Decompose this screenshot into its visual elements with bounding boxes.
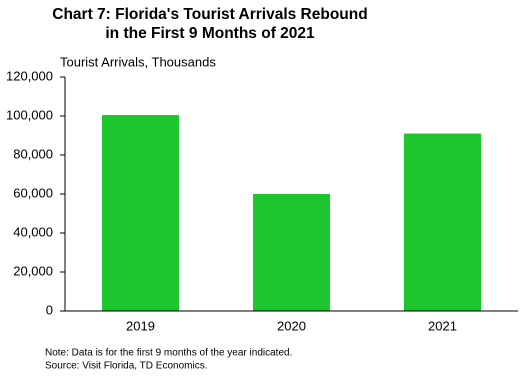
chart-title: Chart 7: Florida's Tourist Arrivals Rebo… — [52, 6, 368, 42]
y-tick-label: 80,000 — [13, 146, 53, 161]
y-tick-label: 100,000 — [6, 107, 53, 122]
bar — [101, 115, 180, 312]
note: Note: Data is for the first 9 months of … — [45, 348, 292, 359]
x-tick-label: 2019 — [126, 318, 155, 333]
bar — [403, 133, 482, 311]
y-tick-label: 0 — [46, 302, 53, 317]
x-tick-label: 2021 — [428, 318, 457, 333]
y-tick-label: 120,000 — [6, 68, 53, 83]
bar — [252, 194, 331, 311]
note: Source: Visit Florida, TD Economics. — [45, 361, 207, 372]
x-tick-label: 2020 — [277, 318, 306, 333]
y-tick-label: 60,000 — [13, 185, 53, 200]
y-tick-label: 20,000 — [13, 263, 53, 278]
y-axis-label: Tourist Arrivals, Thousands — [60, 54, 216, 69]
y-tick-label: 40,000 — [13, 224, 53, 239]
